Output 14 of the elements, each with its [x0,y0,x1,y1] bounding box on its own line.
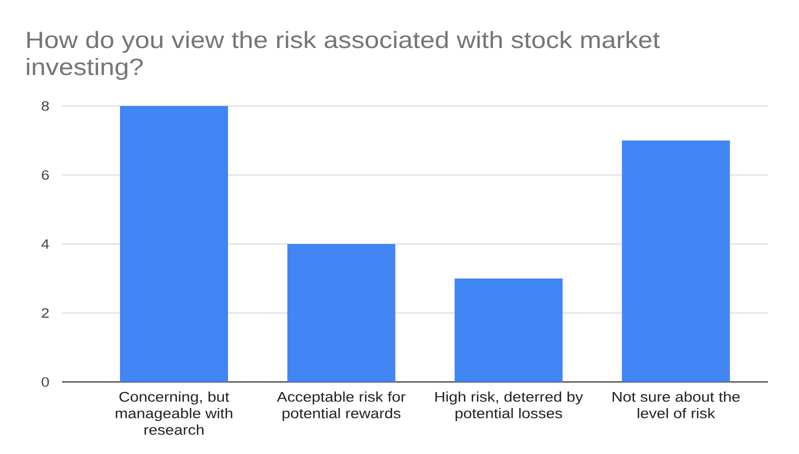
bar [622,140,730,382]
chart-title: How do you view the risk associated with stock market investing? [26,30,660,80]
x-tick-label: High risk, deterred by potential losses [435,392,584,422]
y-tick-label: 2 [42,308,49,318]
y-tick-label: 4 [41,239,50,249]
x-tick-label: Acceptable risk for potential rewards [276,392,406,422]
y-tick-label: 6 [42,170,49,180]
y-tick-label: 8 [42,101,49,111]
bar [454,278,563,382]
bar [120,106,228,382]
x-tick-label: Concerning, but manageable with research [116,392,232,435]
y-tick-label: 0 [42,377,49,387]
bar [287,244,396,382]
x-tick-label: Not sure about the level of risk [612,392,740,418]
